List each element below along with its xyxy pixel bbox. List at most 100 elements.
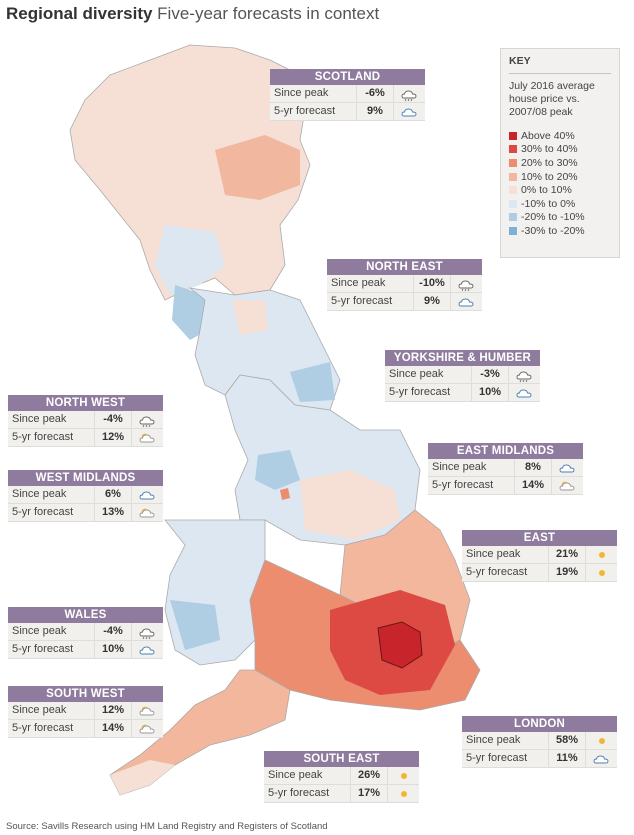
forecast-value: 14% [515, 477, 552, 494]
since-peak-label: Since peak [270, 85, 357, 102]
since-peak-value: 58% [549, 732, 586, 749]
since-peak-value: 12% [95, 702, 132, 719]
forecast-value: 12% [95, 429, 132, 446]
map-key: KEY July 2016 average house price vs. 20… [500, 48, 620, 258]
since-peak-value: 8% [515, 459, 552, 476]
since-peak-row: Since peak 26% [264, 767, 419, 785]
region-box-west-midlands: WEST MIDLANDS Since peak 6% 5-yr forecast 13… [8, 470, 163, 522]
since-peak-label: Since peak [8, 486, 95, 503]
key-item: -10% to 0% [509, 197, 611, 211]
forecast-row: 5-yr forecast 9% [327, 293, 482, 311]
key-label: -20% to -10% [521, 211, 585, 224]
em-patch [300, 470, 400, 540]
key-title: KEY [509, 55, 611, 74]
key-item: 10% to 20% [509, 170, 611, 184]
forecast-row: 5-yr forecast 14% [8, 720, 163, 738]
key-label: -30% to -20% [521, 224, 585, 237]
since-peak-value: 26% [351, 767, 388, 784]
rain-cloud-icon [451, 275, 482, 292]
forecast-label: 5-yr forecast [264, 785, 351, 802]
title-bold: Regional diversity [6, 4, 153, 23]
region-name: SOUTH WEST [8, 686, 163, 702]
region-box-scotland: SCOTLAND Since peak -6% 5-yr forecast 9% [270, 69, 425, 121]
wales-patch [170, 600, 220, 650]
cumbria-patch [232, 300, 268, 335]
forecast-value: 17% [351, 785, 388, 802]
since-peak-value: -4% [95, 623, 132, 640]
region-box-east: EAST Since peak 21% 5-yr forecast 19% [462, 530, 617, 582]
source-note: Source: Savills Research using HM Land R… [6, 821, 328, 832]
since-peak-row: Since peak -3% [385, 366, 540, 384]
wm-red-dot [280, 488, 290, 500]
forecast-value: 10% [472, 384, 509, 401]
sun-icon [388, 785, 419, 802]
cloud-icon [552, 459, 583, 476]
region-name: NORTH WEST [8, 395, 163, 411]
since-peak-value: -6% [357, 85, 394, 102]
forecast-row: 5-yr forecast 11% [462, 750, 617, 768]
key-swatch [509, 213, 517, 222]
forecast-row: 5-yr forecast 10% [385, 384, 540, 402]
region-box-london: LONDON Since peak 58% 5-yr forecast 11% [462, 716, 617, 768]
key-label: 30% to 40% [521, 143, 578, 156]
key-swatch [509, 158, 517, 167]
forecast-row: 5-yr forecast 12% [8, 429, 163, 447]
region-name: SCOTLAND [270, 69, 425, 85]
forecast-label: 5-yr forecast [8, 504, 95, 521]
forecast-value: 19% [549, 564, 586, 581]
since-peak-label: Since peak [327, 275, 414, 292]
since-peak-row: Since peak -6% [270, 85, 425, 103]
since-peak-row: Since peak 12% [8, 702, 163, 720]
key-swatch [509, 131, 517, 140]
since-peak-value: -10% [414, 275, 451, 292]
key-item: -20% to -10% [509, 211, 611, 225]
region-box-yorkshire-humber: YORKSHIRE & HUMBER Since peak -3% 5-yr fore… [385, 350, 540, 402]
since-peak-label: Since peak [8, 623, 95, 640]
key-label: -10% to 0% [521, 197, 576, 210]
key-label: Above 40% [521, 129, 575, 142]
region-name: NORTH EAST [327, 259, 482, 275]
since-peak-row: Since peak -4% [8, 623, 163, 641]
key-item: 0% to 10% [509, 183, 611, 197]
sun-icon [586, 546, 617, 563]
cloud-icon [132, 641, 163, 658]
forecast-label: 5-yr forecast [385, 384, 472, 401]
forecast-value: 13% [95, 504, 132, 521]
forecast-row: 5-yr forecast 10% [8, 641, 163, 659]
region-box-north-east: NORTH EAST Since peak -10% 5-yr forecast 9% [327, 259, 482, 311]
since-peak-value: -4% [95, 411, 132, 428]
cornwall-patch [110, 760, 175, 795]
forecast-value: 10% [95, 641, 132, 658]
region-box-south-west: SOUTH WEST Since peak 12% 5-yr forecast 14% [8, 686, 163, 738]
forecast-row: 5-yr forecast 19% [462, 564, 617, 582]
region-box-north-west: NORTH WEST Since peak -4% 5-yr forecast 12% [8, 395, 163, 447]
cloud-icon [451, 293, 482, 310]
sun-cloud-icon [132, 429, 163, 446]
key-swatch [509, 172, 517, 181]
region-name: SOUTH EAST [264, 751, 419, 767]
forecast-label: 5-yr forecast [428, 477, 515, 494]
forecast-row: 5-yr forecast 14% [428, 477, 583, 495]
region-name: EAST MIDLANDS [428, 443, 583, 459]
since-peak-label: Since peak [428, 459, 515, 476]
sun-icon [388, 767, 419, 784]
page-title: Regional diversity Five-year forecasts i… [6, 4, 379, 24]
rain-cloud-icon [509, 366, 540, 383]
sun-cloud-icon [552, 477, 583, 494]
title-rest: Five-year forecasts in context [157, 4, 380, 23]
region-box-wales: WALES Since peak -4% 5-yr forecast 10% [8, 607, 163, 659]
sun-cloud-icon [132, 720, 163, 737]
london-shape [377, 621, 423, 669]
sun-icon [586, 564, 617, 581]
key-item: Above 40% [509, 129, 611, 143]
key-label: 20% to 30% [521, 156, 578, 169]
since-peak-row: Since peak -4% [8, 411, 163, 429]
since-peak-label: Since peak [462, 732, 549, 749]
forecast-label: 5-yr forecast [8, 429, 95, 446]
forecast-value: 9% [414, 293, 451, 310]
central-belt-patch [155, 225, 225, 295]
forecast-row: 5-yr forecast 17% [264, 785, 419, 803]
since-peak-label: Since peak [385, 366, 472, 383]
region-name: WALES [8, 607, 163, 623]
forecast-label: 5-yr forecast [8, 720, 95, 737]
